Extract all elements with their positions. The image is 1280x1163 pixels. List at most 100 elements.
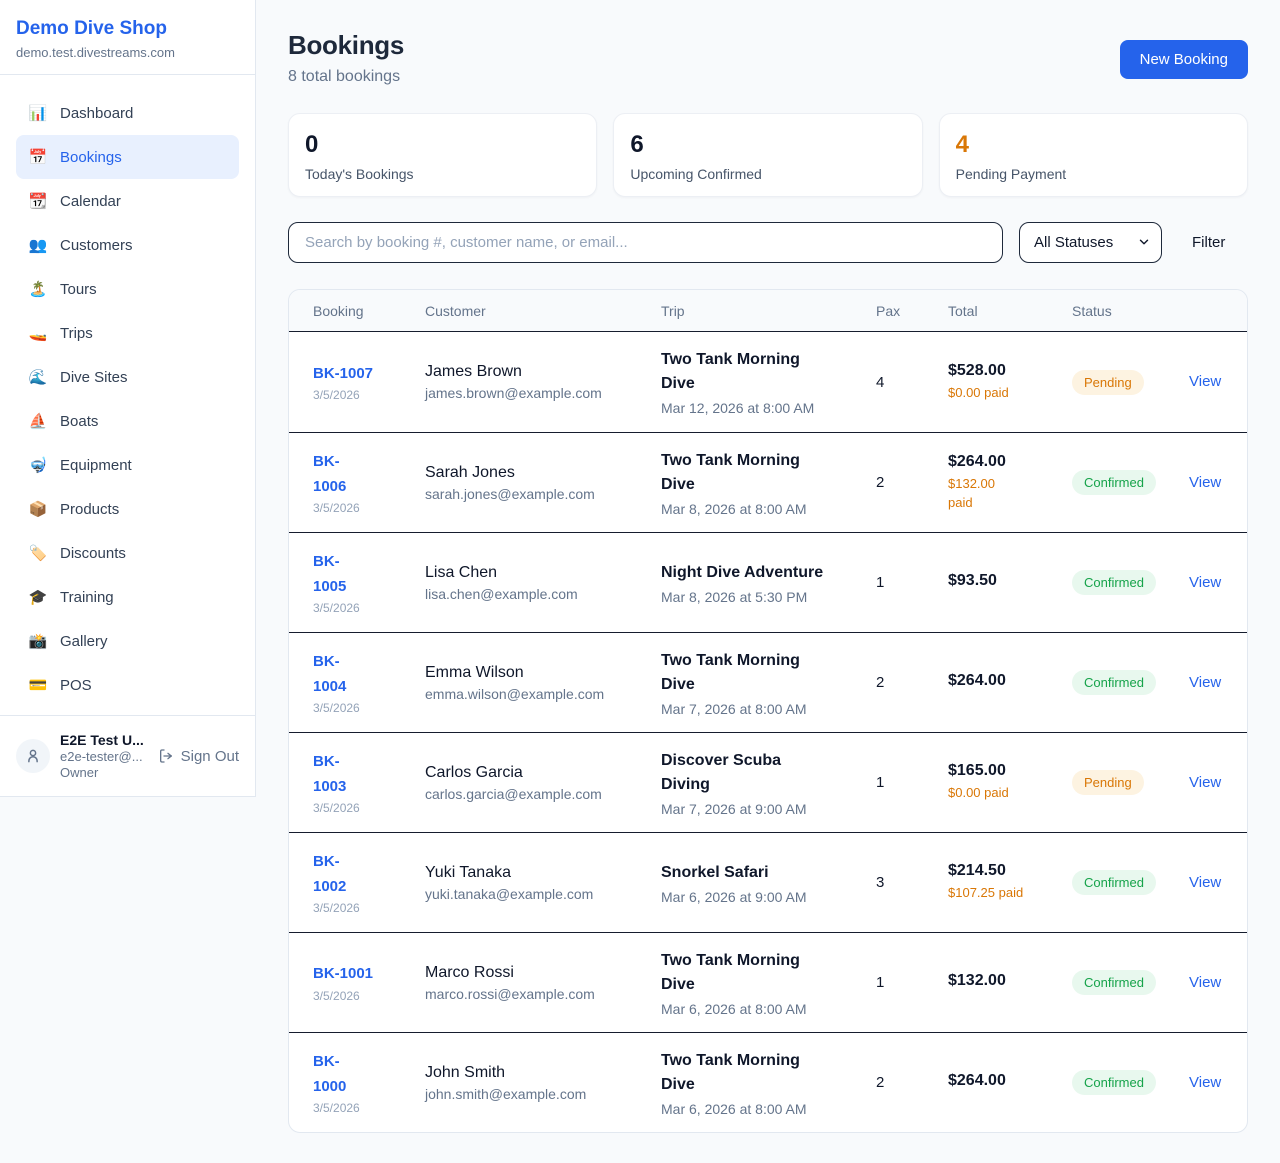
customer-name: Emma Wilson [425,663,524,681]
view-link[interactable]: View [1189,373,1222,390]
sidebar-item-dive-sites[interactable]: 🌊 Dive Sites [16,355,239,399]
sidebar-item-tours[interactable]: 🏝️ Tours [16,267,239,311]
trip-datetime: Mar 7, 2026 at 8:00 AM [661,700,807,717]
wave-icon: 🌊 [28,369,48,386]
sidebar-item-label: Tours [60,280,97,298]
shop-name: Demo Dive Shop [16,18,167,39]
calendar-icon: 📆 [28,193,48,210]
view-link[interactable]: View [1189,973,1222,991]
booking-id-link[interactable]: BK- 1003 [313,752,347,795]
trip-name: Snorkel Safari [661,863,769,881]
stat-value: 4 [955,131,970,158]
bookings-table: Booking Customer Trip Pax Total Status B… [288,289,1248,1133]
calendar-date-icon: 📅 [28,149,48,166]
shop-domain: demo.test.divestreams.com [16,45,175,60]
customer-email: carlos.garcia@example.com [425,785,602,802]
table-row: BK-1007 3/5/2026 James Brown james.brown… [289,332,1247,432]
booking-date: 3/5/2026 [313,988,360,1003]
main-content: Bookings 8 total bookings New Booking 0 … [256,0,1280,1163]
trip-datetime: Mar 6, 2026 at 8:00 AM [661,1100,807,1117]
sidebar-item-label: Trips [60,324,93,342]
pax-value: 1 [876,774,885,791]
sidebar-item-pos[interactable]: 💳 POS [16,663,239,707]
table-row: BK- 1004 3/5/2026 Emma Wilson emma.wilso… [289,632,1247,732]
customer-name: Yuki Tanaka [425,863,511,881]
tag-icon: 🏷️ [28,545,48,562]
booking-id-link[interactable]: BK- 1002 [313,852,347,895]
stat-value: 0 [305,131,319,158]
customer-name: John Smith [425,1063,506,1081]
pax-value: 1 [876,974,885,991]
booking-id-link[interactable]: BK- 1004 [313,652,347,695]
credit-card-icon: 💳 [28,677,48,694]
view-link[interactable]: View [1189,1073,1222,1091]
sidebar-item-training[interactable]: 🎓 Training [16,575,239,619]
view-link[interactable]: View [1189,573,1222,591]
trip-datetime: Mar 6, 2026 at 9:00 AM [661,888,807,905]
booking-id-link[interactable]: BK-1001 [313,965,374,983]
customer-email: james.brown@example.com [425,385,602,401]
total-amount: $132.00 [948,971,1006,989]
paid-amount: $107.25 paid [948,885,1024,901]
total-amount: $214.50 [948,862,1006,880]
sidebar-item-label: Dive Sites [60,368,128,386]
status-filter-select[interactable]: All Statuses [1019,222,1162,263]
column-header-total: Total [948,302,978,319]
sidebar-item-bookings[interactable]: 📅 Bookings [16,135,239,179]
sign-out-button[interactable]: Sign Out [158,748,239,765]
total-amount: $165.00 [948,762,1006,780]
stat-label: Upcoming Confirmed [630,166,762,182]
sidebar-item-discounts[interactable]: 🏷️ Discounts [16,531,239,575]
trip-name: Two Tank Morning Dive [661,651,800,693]
pax-value: 4 [876,373,885,391]
view-link[interactable]: View [1189,773,1222,791]
sidebar-item-boats[interactable]: ⛵ Boats [16,399,239,443]
sidebar-item-customers[interactable]: 👥 Customers [16,223,239,267]
filter-button[interactable]: Filter [1192,234,1226,251]
status-badge: Confirmed [1072,1070,1156,1095]
paid-amount: $0.00 paid [948,384,1009,400]
booking-date: 3/5/2026 [313,601,360,616]
sidebar-item-gallery[interactable]: 📸 Gallery [16,619,239,663]
user-name: E2E Test U... [60,732,144,748]
view-link[interactable]: View [1189,673,1222,691]
status-badge: Confirmed [1072,470,1156,495]
status-badge: Confirmed [1072,670,1156,695]
sidebar-item-products[interactable]: 📦 Products [16,487,239,531]
bookings-table-body: BK-1007 3/5/2026 James Brown james.brown… [289,332,1247,1132]
booking-id-link[interactable]: BK- 1006 [313,452,347,495]
stat-value: 6 [630,131,644,158]
sidebar-item-calendar[interactable]: 📆 Calendar [16,179,239,223]
view-link[interactable]: View [1189,473,1222,491]
new-booking-button[interactable]: New Booking [1119,40,1248,79]
stat-cards: 0 Today's Bookings 6 Upcoming Confirmed … [288,113,1248,197]
sailboat-icon: ⛵ [28,413,48,430]
booking-id-link[interactable]: BK- 1005 [313,552,347,595]
booking-id-link[interactable]: BK-1007 [313,364,374,382]
booking-id-link[interactable]: BK- 1000 [313,1052,347,1095]
island-icon: 🏝️ [28,281,48,298]
sidebar-item-label: Gallery [60,632,108,650]
customer-name: Marco Rossi [425,963,514,981]
sidebar-item-label: Products [60,500,120,518]
sidebar-item-dashboard[interactable]: 📊 Dashboard [16,91,239,135]
view-link[interactable]: View [1189,873,1222,891]
sign-out-icon [159,749,172,763]
customer-name: Carlos Garcia [425,763,523,781]
trip-name: Two Tank Morning Dive [661,1051,800,1093]
stat-card: 6 Upcoming Confirmed [613,113,923,197]
sidebar-item-equipment[interactable]: 🤿 Equipment [16,443,239,487]
status-badge: Confirmed [1072,970,1156,995]
trip-name: Night Dive Adventure [661,563,824,581]
sidebar-item-label: Boats [60,412,99,430]
booking-date: 3/5/2026 [313,701,360,716]
table-row: BK-1001 3/5/2026 Marco Rossi marco.rossi… [289,932,1247,1032]
customer-name: Lisa Chen [425,563,498,581]
sidebar-item-label: Discounts [60,544,126,562]
camera-icon: 📸 [28,633,48,650]
customer-email: sarah.jones@example.com [425,485,595,502]
search-input[interactable] [288,222,1003,263]
sidebar-item-trips[interactable]: 🚤 Trips [16,311,239,355]
trip-name: Two Tank Morning Dive [661,351,800,392]
status-badge: Pending [1072,770,1144,795]
